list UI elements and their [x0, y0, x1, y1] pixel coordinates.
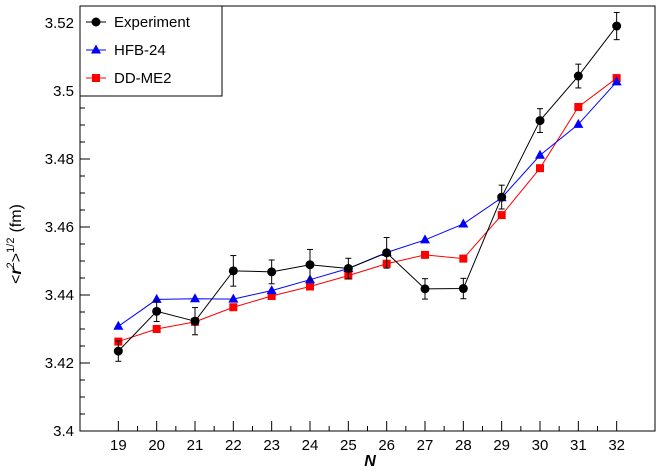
- legend-label: DD-ME2: [114, 70, 172, 87]
- data-point: [190, 316, 200, 326]
- x-tick-label: 29: [493, 437, 510, 454]
- y-axis-title: <r2>1/2 (fm): [5, 204, 25, 284]
- data-point: [343, 263, 353, 273]
- y-tick-label: 3.42: [45, 355, 74, 372]
- data-point: [420, 234, 430, 244]
- legend-marker: [92, 74, 100, 82]
- data-point: [497, 211, 506, 220]
- x-tick-label: 20: [148, 437, 165, 454]
- legend-label: Experiment: [114, 14, 191, 31]
- series-line: [118, 77, 617, 343]
- data-point: [458, 284, 468, 294]
- y-tick-label: 3.48: [45, 151, 74, 168]
- x-axis-title: N: [364, 453, 376, 470]
- data-point: [612, 21, 622, 31]
- legend-item: DD-ME2: [86, 70, 172, 87]
- y-tick-label: 3.52: [45, 15, 74, 32]
- data-point: [228, 266, 238, 276]
- data-point: [152, 325, 161, 333]
- y-axis-title-r: r: [8, 268, 25, 275]
- data-point: [152, 306, 162, 316]
- legend-item: HFB-24: [86, 42, 166, 59]
- y-tick-label: 3.4: [53, 423, 74, 440]
- x-axis-ticks: 19 20 21 22 23 24 25 26 27 28 29 30 31 32: [110, 421, 625, 454]
- y-axis-ticks: 3.4 3.42 3.44 3.46 3.48 3.5 3.52: [45, 5, 90, 440]
- y-axis-title-close: >: [8, 253, 25, 262]
- data-point: [382, 248, 392, 258]
- x-tick-label: 24: [302, 437, 319, 454]
- data-point: [228, 293, 239, 303]
- data-point: [573, 118, 584, 128]
- y-axis-title-sup-half: 1/2: [5, 238, 17, 253]
- data-point: [190, 293, 200, 303]
- y-tick-label: 3.46: [45, 219, 74, 236]
- data-point: [573, 71, 583, 81]
- data-point: [536, 164, 544, 173]
- data-point: [458, 218, 469, 228]
- legend: Experiment HFB-24 DD-ME2: [79, 5, 223, 97]
- series-circle: [113, 11, 622, 362]
- series-layer: [113, 11, 622, 362]
- legend-box: [79, 5, 223, 97]
- data-point: [229, 303, 238, 312]
- data-point: [459, 254, 468, 263]
- legend-marker: [91, 17, 101, 27]
- data-point: [535, 116, 545, 126]
- data-point: [306, 282, 314, 291]
- data-point: [611, 76, 622, 86]
- y-axis-title-sup-two: 2: [5, 262, 17, 268]
- data-point: [113, 346, 123, 356]
- x-tick-label: 22: [225, 437, 242, 454]
- x-tick-label: 32: [608, 437, 625, 454]
- x-tick-label: 25: [340, 437, 357, 454]
- y-tick-label: 3.5: [53, 83, 74, 100]
- y-axis-title-unit: (fm): [8, 204, 25, 232]
- y-tick-label: 3.44: [45, 287, 74, 304]
- x-tick-label: 19: [110, 437, 127, 454]
- data-point: [574, 102, 583, 111]
- legend-label: HFB-24: [114, 42, 166, 59]
- data-point: [113, 320, 124, 330]
- legend-item: Experiment: [86, 14, 191, 31]
- x-tick-label: 31: [570, 437, 587, 454]
- data-point: [267, 292, 276, 301]
- series-line: [117, 25, 618, 352]
- data-point: [535, 149, 545, 159]
- data-point: [266, 285, 277, 295]
- x-tick-label: 28: [455, 437, 472, 454]
- legend-marker: [91, 44, 101, 54]
- data-point: [421, 250, 429, 259]
- data-point: [420, 284, 430, 294]
- x-tick-label: 21: [187, 437, 204, 454]
- data-point: [305, 260, 315, 270]
- data-point: [497, 192, 507, 202]
- x-tick-label: 27: [417, 437, 434, 454]
- x-tick-label: 26: [378, 437, 395, 454]
- x-tick-label: 23: [263, 437, 280, 454]
- y-axis-title-open: <: [8, 275, 25, 284]
- x-tick-label: 30: [532, 437, 549, 454]
- data-point: [267, 267, 277, 277]
